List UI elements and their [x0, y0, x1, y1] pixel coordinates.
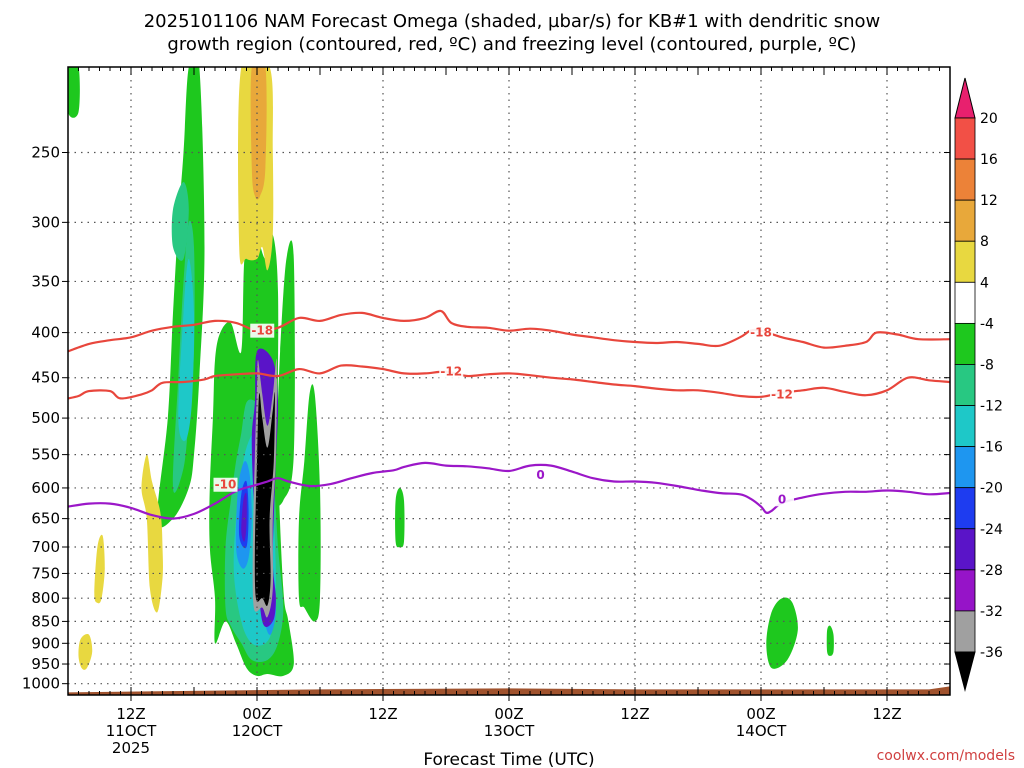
colorbar-swatch	[954, 281, 976, 324]
x-tick-year: 2025	[112, 739, 150, 757]
contour-label-bg	[250, 323, 275, 338]
temperature-contours-layer: -18 -12 0 -18 -12 0 -10	[68, 309, 950, 520]
colorbar-swatch	[954, 364, 976, 406]
contour-line-neg18	[68, 309, 950, 353]
omega-region-neg36-0	[254, 391, 275, 607]
x-tick-label: 00Z	[494, 705, 523, 723]
omega-region-neg4-7	[68, 67, 80, 118]
colorbar-label: -28	[980, 563, 1003, 579]
colorbar-label: -8	[980, 357, 994, 373]
colorbar-label: -24	[980, 522, 1003, 538]
omega-region-neg12-0	[178, 258, 195, 442]
omega-region-4-1	[141, 454, 163, 613]
x-tick-label: 12Z	[872, 705, 901, 723]
y-tick-label: 450	[31, 369, 60, 387]
colorbar-arrow-top	[954, 77, 976, 119]
x-tick-label: 12Z	[368, 705, 397, 723]
colorbar-label: 12	[980, 193, 998, 209]
colorbar: 20 16 12 8 4 -4 -8 -12 -16 -20 -24 -28 -32 -36	[954, 77, 1003, 692]
y-tick-label: 750	[31, 564, 60, 582]
omega-region-neg4-3	[298, 384, 321, 622]
y-tick-label: 350	[31, 272, 60, 290]
colorbar-label: -4	[980, 316, 994, 332]
y-tick-label: 1000	[22, 675, 60, 693]
y-tick-label: 550	[31, 446, 60, 464]
omega-shading-layer	[68, 67, 834, 677]
y-tick-label: 500	[31, 409, 60, 427]
colorbar-swatch	[954, 199, 976, 242]
y-tick-label: 950	[31, 655, 60, 673]
contour-label-bg	[213, 477, 238, 492]
contour-label-bg	[439, 364, 464, 379]
colorbar-swatch	[954, 528, 976, 571]
contour-label: -12	[771, 387, 793, 401]
omega-region-neg4-6	[826, 625, 834, 656]
chart-title-line2: growth region (contoured, red, ºC) and f…	[167, 34, 856, 55]
contour-label: -12	[440, 365, 462, 379]
y-tick-label: 650	[31, 510, 60, 528]
colorbar-swatch	[954, 487, 976, 530]
omega-region-neg4-4	[395, 487, 405, 548]
colorbar-label: 4	[980, 275, 989, 291]
omega-region-neg4-0	[157, 67, 205, 528]
contour-label-bg	[770, 387, 794, 402]
x-tick-date: 14OCT	[736, 722, 787, 740]
y-tick-label: 600	[31, 479, 60, 497]
colorbar-label: -36	[980, 645, 1003, 661]
x-tick-label: 00Z	[242, 705, 271, 723]
colorbar-arrow-bottom	[954, 651, 976, 692]
contour-label: -10	[215, 478, 237, 492]
y-tick-label: 300	[31, 213, 60, 231]
x-tick-date: 13OCT	[484, 722, 535, 740]
colorbar-label: -12	[980, 399, 1003, 415]
y-axis: 250 300 350 400 450 500 550 600 650 700 750 800 850 9…	[22, 143, 950, 693]
x-tick-date: 11OCT	[106, 722, 157, 740]
colorbar-swatch	[954, 240, 976, 283]
contour-label: -18	[251, 324, 273, 338]
contour-label-bg	[528, 467, 553, 482]
x-tick-date: 12OCT	[232, 722, 283, 740]
omega-region-neg4-5	[766, 597, 798, 669]
colorbar-label: -20	[980, 481, 1003, 497]
x-tick-label: 12Z	[116, 705, 145, 723]
omega-region-neg8-2	[171, 182, 189, 261]
contour-label-bg	[770, 492, 794, 507]
contour-label: -18	[750, 326, 772, 340]
omega-region-neg24-0	[241, 492, 247, 542]
colorbar-swatch	[954, 610, 976, 653]
x-axis-label: Forecast Time (UTC)	[423, 750, 594, 768]
contour-label-bg	[749, 325, 773, 340]
y-tick-label: 400	[31, 324, 60, 342]
y-tick-label: 850	[31, 612, 60, 630]
contour-label: 0	[536, 468, 544, 482]
x-tick-label: 12Z	[620, 705, 649, 723]
credit-text: coolwx.com/models	[877, 748, 1015, 764]
omega-region-8-0	[250, 67, 267, 200]
chart-title-line1: 2025101106 NAM Forecast Omega (shaded, µ…	[144, 11, 881, 32]
colorbar-label: 16	[980, 152, 998, 168]
colorbar-label: 20	[980, 111, 998, 127]
colorbar-label: 8	[980, 234, 989, 250]
y-tick-label: 700	[31, 538, 60, 556]
colorbar-label: -32	[980, 604, 1003, 620]
y-tick-label: 800	[31, 589, 60, 607]
colorbar-swatch	[954, 322, 976, 365]
colorbar-swatch	[954, 117, 976, 160]
colorbar-swatch	[954, 158, 976, 201]
contour-label: 0	[778, 492, 786, 506]
colorbar-swatch	[954, 405, 976, 448]
colorbar-swatch	[954, 446, 976, 489]
y-tick-label: 900	[31, 634, 60, 652]
omega-region-4-2	[94, 534, 105, 604]
x-tick-label: 00Z	[746, 705, 775, 723]
omega-region-4-3	[78, 633, 93, 670]
colorbar-label: -16	[980, 440, 1003, 456]
grid-layer	[68, 67, 950, 695]
colorbar-swatch	[954, 569, 976, 612]
y-tick-label: 250	[31, 143, 60, 161]
